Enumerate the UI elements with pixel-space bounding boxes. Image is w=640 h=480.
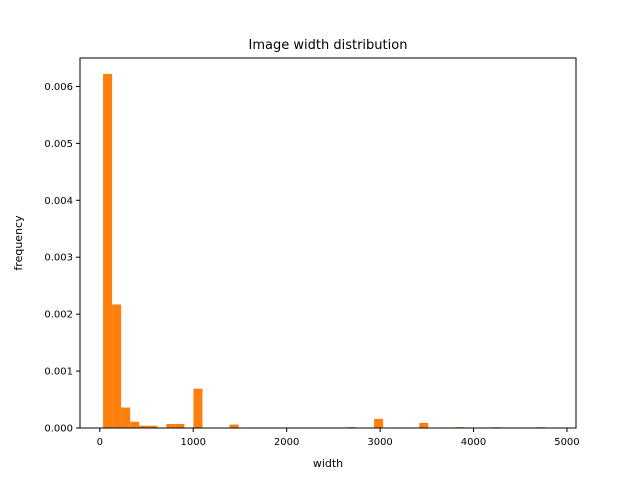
y-tick-label: 0.000 xyxy=(44,424,73,435)
histogram-bar xyxy=(175,424,185,428)
x-tick-label: 1000 xyxy=(181,437,206,448)
y-tick-label: 0.001 xyxy=(44,367,73,378)
histogram-bar xyxy=(148,425,158,428)
x-tick-label: 3000 xyxy=(367,437,392,448)
histogram-bar xyxy=(121,407,131,428)
histogram-bar xyxy=(229,424,239,428)
histogram-bar xyxy=(419,422,429,428)
x-axis-ticks: 0 1000 2000 3000 4000 5000 xyxy=(97,428,580,448)
y-tick-label: 0.004 xyxy=(44,196,73,207)
x-tick-label: 5000 xyxy=(554,437,579,448)
x-tick-label: 4000 xyxy=(461,437,486,448)
y-tick-label: 0.005 xyxy=(44,139,73,150)
x-axis-label: width xyxy=(313,457,343,470)
x-tick-label: 0 xyxy=(97,437,103,448)
y-tick-label: 0.006 xyxy=(44,82,73,93)
histogram-bar xyxy=(130,421,140,428)
y-tick-label: 0.003 xyxy=(44,253,73,264)
histogram-bar xyxy=(374,418,384,428)
histogram-bar xyxy=(139,425,149,428)
y-tick-label: 0.002 xyxy=(44,310,73,321)
x-tick-label: 2000 xyxy=(274,437,299,448)
chart-title: Image width distribution xyxy=(249,38,408,53)
y-axis-label: frequency xyxy=(12,215,25,271)
histogram-bar xyxy=(103,73,113,428)
histogram-bar xyxy=(112,304,122,428)
histogram-bar xyxy=(166,424,176,428)
y-axis-ticks: 0.000 0.001 0.002 0.003 0.004 0.005 0.006 xyxy=(44,82,80,435)
histogram-bar xyxy=(193,388,203,428)
plot-frame xyxy=(79,57,577,429)
